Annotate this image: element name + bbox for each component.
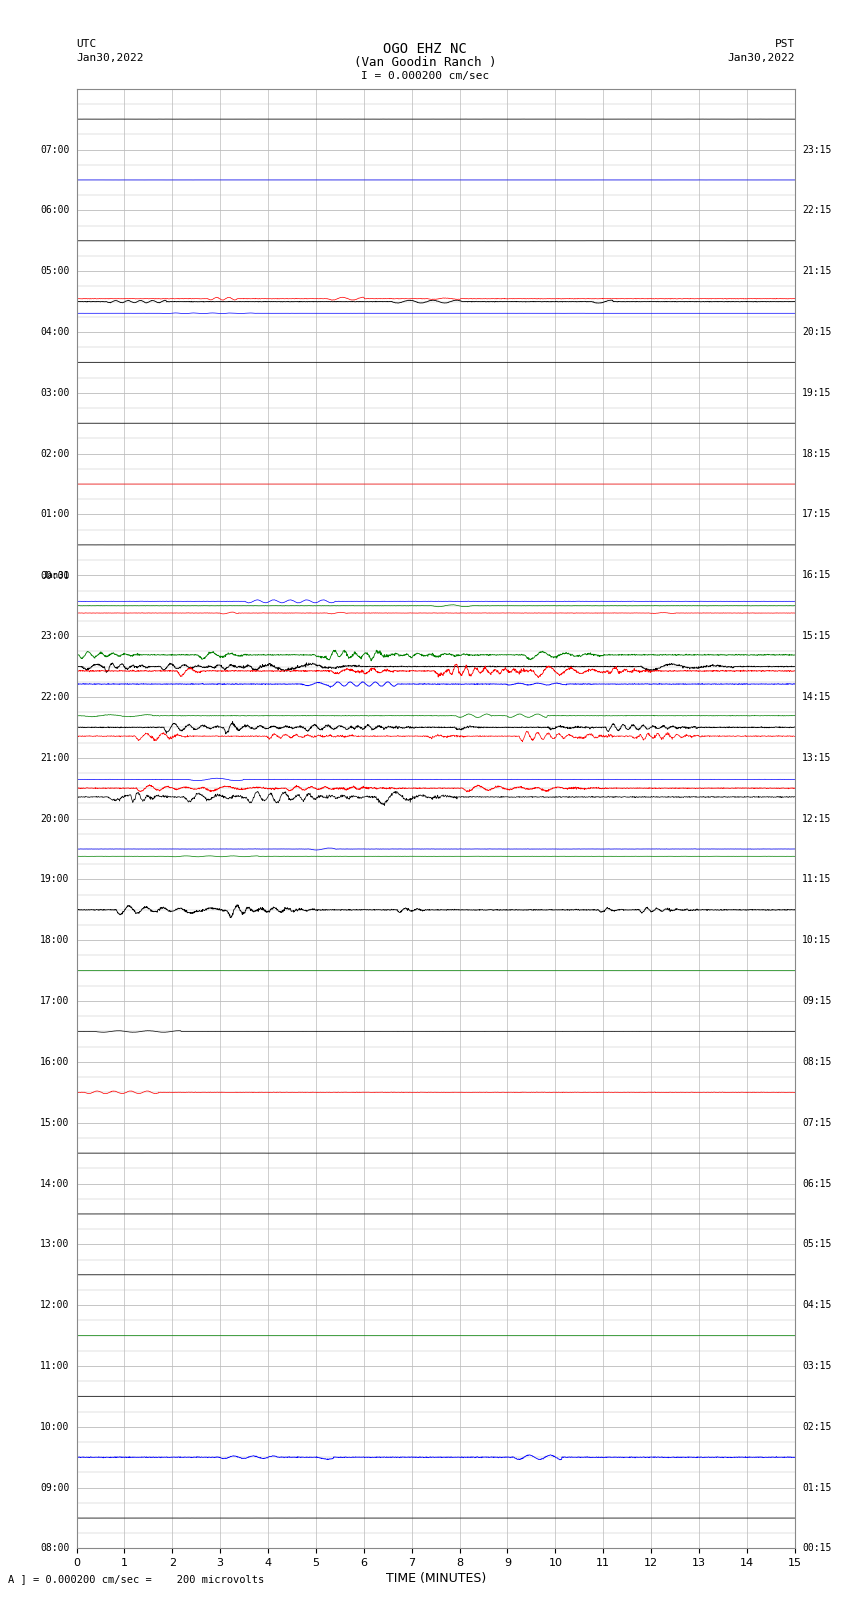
Text: 07:15: 07:15 bbox=[802, 1118, 831, 1127]
Text: I = 0.000200 cm/sec: I = 0.000200 cm/sec bbox=[361, 71, 489, 81]
Text: 09:15: 09:15 bbox=[802, 997, 831, 1007]
Text: 18:15: 18:15 bbox=[802, 448, 831, 458]
Text: 23:15: 23:15 bbox=[802, 145, 831, 155]
X-axis label: TIME (MINUTES): TIME (MINUTES) bbox=[386, 1573, 485, 1586]
Text: 21:00: 21:00 bbox=[40, 753, 70, 763]
Text: PST: PST bbox=[774, 39, 795, 48]
Text: Jan30,2022: Jan30,2022 bbox=[76, 53, 144, 63]
Text: 06:00: 06:00 bbox=[40, 205, 70, 216]
Text: 09:00: 09:00 bbox=[40, 1482, 70, 1492]
Text: UTC: UTC bbox=[76, 39, 97, 48]
Text: 02:00: 02:00 bbox=[40, 448, 70, 458]
Text: 19:15: 19:15 bbox=[802, 387, 831, 398]
Text: 14:15: 14:15 bbox=[802, 692, 831, 702]
Text: 22:15: 22:15 bbox=[802, 205, 831, 216]
Text: 23:00: 23:00 bbox=[40, 631, 70, 640]
Text: 18:00: 18:00 bbox=[40, 936, 70, 945]
Text: 14:00: 14:00 bbox=[40, 1179, 70, 1189]
Text: 11:15: 11:15 bbox=[802, 874, 831, 884]
Text: 20:00: 20:00 bbox=[40, 813, 70, 824]
Text: 20:15: 20:15 bbox=[802, 327, 831, 337]
Text: 19:00: 19:00 bbox=[40, 874, 70, 884]
Text: Jan31: Jan31 bbox=[42, 571, 70, 579]
Text: 17:00: 17:00 bbox=[40, 997, 70, 1007]
Text: 12:15: 12:15 bbox=[802, 813, 831, 824]
Text: 00:00: 00:00 bbox=[40, 571, 70, 581]
Text: 10:00: 10:00 bbox=[40, 1421, 70, 1432]
Text: 05:00: 05:00 bbox=[40, 266, 70, 276]
Text: 13:00: 13:00 bbox=[40, 1239, 70, 1250]
Text: 03:00: 03:00 bbox=[40, 387, 70, 398]
Text: 22:00: 22:00 bbox=[40, 692, 70, 702]
Text: 08:15: 08:15 bbox=[802, 1057, 831, 1066]
Text: 01:00: 01:00 bbox=[40, 510, 70, 519]
Text: 08:00: 08:00 bbox=[40, 1544, 70, 1553]
Text: A ] = 0.000200 cm/sec =    200 microvolts: A ] = 0.000200 cm/sec = 200 microvolts bbox=[8, 1574, 264, 1584]
Text: Jan30,2022: Jan30,2022 bbox=[728, 53, 795, 63]
Text: 21:15: 21:15 bbox=[802, 266, 831, 276]
Text: 16:15: 16:15 bbox=[802, 571, 831, 581]
Text: 17:15: 17:15 bbox=[802, 510, 831, 519]
Text: 04:15: 04:15 bbox=[802, 1300, 831, 1310]
Text: 12:00: 12:00 bbox=[40, 1300, 70, 1310]
Text: (Van Goodin Ranch ): (Van Goodin Ranch ) bbox=[354, 56, 496, 69]
Text: 13:15: 13:15 bbox=[802, 753, 831, 763]
Text: 06:15: 06:15 bbox=[802, 1179, 831, 1189]
Text: 07:00: 07:00 bbox=[40, 145, 70, 155]
Text: 10:15: 10:15 bbox=[802, 936, 831, 945]
Text: 16:00: 16:00 bbox=[40, 1057, 70, 1066]
Text: 15:15: 15:15 bbox=[802, 631, 831, 640]
Text: OGO EHZ NC: OGO EHZ NC bbox=[383, 42, 467, 56]
Text: 03:15: 03:15 bbox=[802, 1361, 831, 1371]
Text: 11:00: 11:00 bbox=[40, 1361, 70, 1371]
Text: 04:00: 04:00 bbox=[40, 327, 70, 337]
Text: 01:15: 01:15 bbox=[802, 1482, 831, 1492]
Text: 05:15: 05:15 bbox=[802, 1239, 831, 1250]
Text: 02:15: 02:15 bbox=[802, 1421, 831, 1432]
Text: 15:00: 15:00 bbox=[40, 1118, 70, 1127]
Text: 00:15: 00:15 bbox=[802, 1544, 831, 1553]
